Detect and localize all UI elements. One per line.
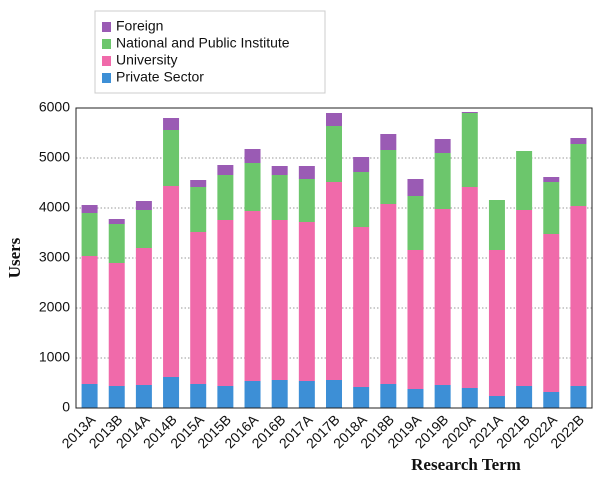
bar-segment	[326, 182, 342, 380]
legend-swatch	[102, 22, 111, 32]
bar-segment	[108, 219, 125, 224]
y-tick-label: 4000	[39, 199, 70, 215]
bar-segment	[543, 392, 560, 408]
bar-segment	[244, 163, 261, 211]
bar-segment	[380, 134, 397, 150]
bar-segment	[434, 385, 451, 408]
bar-segment	[407, 196, 424, 250]
bar-segment	[271, 380, 288, 408]
bar-segment	[461, 113, 478, 187]
bar-segment	[407, 250, 424, 389]
bar-segment	[353, 172, 370, 227]
y-tick-label: 5000	[39, 149, 70, 165]
bar-segment	[326, 113, 342, 126]
bar-segment	[461, 388, 478, 408]
bar-segment	[407, 389, 424, 408]
bar-segment	[217, 175, 234, 220]
bar-segment	[298, 381, 315, 408]
bar-segment	[543, 234, 560, 392]
bar-segment	[163, 186, 180, 377]
bar-segment	[516, 151, 533, 210]
bar-segment	[570, 206, 587, 386]
y-tick-label: 6000	[39, 99, 70, 115]
bar-segment	[217, 220, 234, 386]
bar-segment	[271, 220, 288, 380]
bar-segment	[135, 210, 152, 248]
bar-segment	[190, 187, 207, 232]
legend-box	[94, 10, 326, 94]
bar-segment	[543, 177, 560, 182]
bar-segment	[244, 381, 261, 408]
legend-swatch	[102, 73, 111, 83]
y-tick-label: 1000	[39, 349, 70, 365]
bar-segment	[380, 384, 397, 408]
bar-segment	[298, 166, 315, 179]
bar-segment	[163, 118, 180, 130]
legend-swatch	[102, 39, 111, 49]
bar-segment	[135, 385, 152, 408]
bar-segment	[190, 232, 207, 384]
bar-segment	[163, 377, 180, 408]
bar-segment	[326, 126, 342, 182]
bar-segment	[434, 153, 451, 209]
bar-segment	[407, 179, 424, 196]
y-axis-title: Users	[5, 237, 24, 278]
x-axis-title: Research Term	[411, 455, 521, 474]
bar-segment	[81, 384, 98, 408]
bar-segment	[298, 179, 315, 222]
bar-segment	[108, 263, 125, 386]
bar-segment	[353, 387, 370, 408]
bar-segment	[271, 166, 288, 175]
bar-segment	[380, 150, 397, 204]
bar-segment	[326, 380, 342, 408]
bar-segment	[488, 250, 505, 396]
legend-swatch	[102, 56, 111, 66]
bar-segment	[570, 138, 587, 144]
plot-frame	[75, 107, 593, 409]
bar-segment	[434, 209, 451, 385]
legend-label: National and Public Institute	[116, 35, 290, 51]
bar-segment	[298, 222, 315, 381]
bar-segment	[81, 256, 98, 384]
y-tick-label: 3000	[39, 249, 70, 265]
bar-segment	[461, 187, 478, 388]
legend-label: Private Sector	[116, 69, 204, 85]
bar-segment	[380, 204, 397, 384]
bar-segment	[81, 205, 98, 213]
bar-segment	[516, 210, 533, 386]
bar-segment	[543, 182, 560, 234]
y-tick-label: 0	[62, 399, 70, 415]
bar-segment	[353, 157, 370, 172]
bar-segment	[353, 227, 370, 387]
bar-segment	[190, 384, 207, 408]
bar-segment	[108, 224, 125, 263]
legend-label: University	[116, 52, 177, 68]
bar-segment	[570, 144, 587, 206]
bar-segment	[163, 130, 180, 186]
bar-segment	[488, 200, 505, 250]
bar-segment	[217, 386, 234, 408]
bar-segment	[488, 396, 505, 408]
bar-segment	[190, 180, 207, 187]
bar-segment	[244, 149, 261, 163]
bar-segment	[81, 213, 98, 256]
bar-segment	[135, 201, 152, 210]
bar-segment	[217, 165, 234, 175]
bar-segment	[570, 386, 587, 408]
legend-label: Foreign	[116, 18, 163, 34]
bar-segment	[135, 248, 152, 385]
y-tick-label: 2000	[39, 299, 70, 315]
bar-segment	[516, 386, 533, 408]
bar-segment	[434, 139, 451, 153]
bar-segment	[461, 112, 478, 113]
bar-segment	[244, 211, 261, 381]
bar-segment	[271, 175, 288, 220]
bar-segment	[108, 386, 125, 408]
